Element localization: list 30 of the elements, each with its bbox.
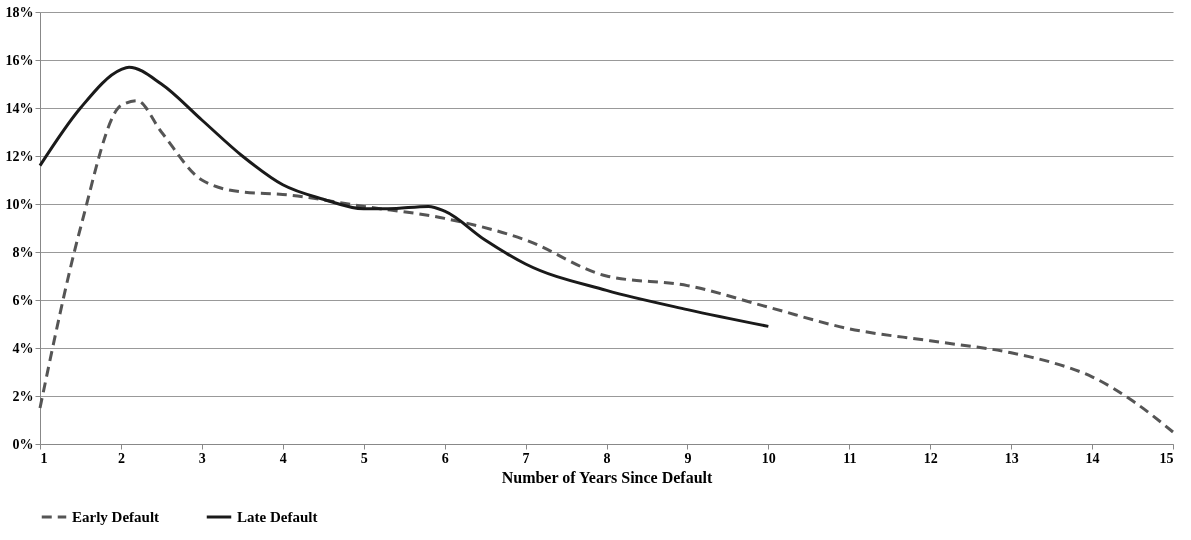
y-tick-label: 6% bbox=[12, 292, 34, 308]
y-tick-label: 8% bbox=[12, 244, 34, 260]
x-tick-label: 13 bbox=[1004, 450, 1019, 466]
y-tick-label: 18% bbox=[5, 4, 34, 20]
legend-label: Late Default bbox=[237, 509, 318, 525]
x-tick-label: 8 bbox=[603, 450, 611, 466]
x-tick-label: 4 bbox=[279, 450, 287, 466]
x-tick-label: 14 bbox=[1085, 450, 1100, 466]
y-tick-label: 0% bbox=[12, 436, 34, 452]
x-tick-label: 5 bbox=[360, 450, 368, 466]
y-tick-label: 16% bbox=[5, 52, 34, 68]
line-series bbox=[38, 99, 1175, 434]
x-tick-label: 12 bbox=[923, 450, 938, 466]
x-tick-label: 11 bbox=[843, 450, 857, 466]
y-tick-label: 10% bbox=[5, 196, 34, 212]
y-tick-label: 4% bbox=[12, 340, 34, 356]
x-tick-label: 10 bbox=[761, 450, 776, 466]
y-tick-label: 12% bbox=[5, 148, 34, 164]
x-tick-label: 3 bbox=[198, 450, 206, 466]
x-tick-label: 6 bbox=[441, 450, 449, 466]
y-tick-label: 14% bbox=[5, 100, 34, 116]
legend-label: Early Default bbox=[72, 509, 160, 525]
x-tick-label: 2 bbox=[117, 450, 125, 466]
y-tick-label: 2% bbox=[12, 388, 34, 404]
x-axis-title: Number of Years Since Default bbox=[501, 468, 713, 486]
x-tick-label: 1 bbox=[40, 450, 48, 466]
x-tick-label: 15 bbox=[1159, 450, 1174, 466]
line-series bbox=[38, 65, 770, 328]
x-tick-label: 9 bbox=[684, 450, 692, 466]
x-tick-label: 7 bbox=[522, 450, 530, 466]
